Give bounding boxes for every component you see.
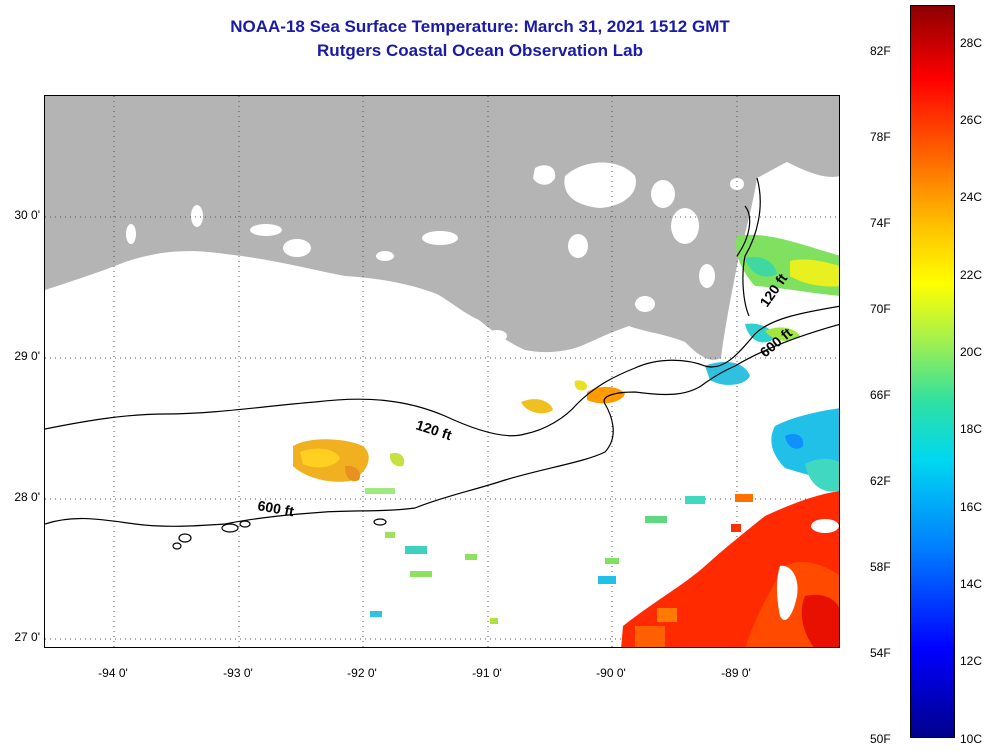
contour-labels: 120 ft 120 ft 600 ft 600 ft (256, 270, 795, 519)
lon-label-93: -93 0' (223, 666, 253, 680)
colorbar-c-label: 28C (960, 36, 983, 50)
colorbar-f-label: 82F (870, 44, 891, 58)
lon-label-94: -94 0' (98, 666, 128, 680)
lon-label-91: -91 0' (472, 666, 502, 680)
colorbar-c-label: 16C (960, 500, 983, 514)
colorbar-c-label: 14C (960, 577, 983, 591)
colorbar-f-label: 74F (870, 216, 891, 230)
lat-label-27: 27 0' (14, 630, 40, 644)
contour-label-600-west: 600 ft (256, 497, 295, 519)
sst-map: 120 ft 120 ft 600 ft 600 ft (44, 95, 840, 648)
colorbar-c-label: 26C (960, 113, 983, 127)
colorbar-f-label: 70F (870, 302, 891, 316)
colorbar-f-label: 78F (870, 130, 891, 144)
lat-label-29: 29 0' (14, 349, 40, 363)
bathymetry-contours (45, 177, 839, 550)
temperature-colorbar (910, 5, 955, 738)
lat-label-30: 30 0' (14, 208, 40, 222)
colorbar-c-label: 22C (960, 268, 983, 282)
inland-water (126, 162, 744, 342)
contour-label-120-west: 120 ft (414, 417, 454, 444)
colorbar-c-label: 18C (960, 422, 983, 436)
chart-subtitle: Rutgers Coastal Ocean Observation Lab (317, 41, 643, 60)
colorbar-c-label: 20C (960, 345, 983, 359)
colorbar-c-label: 24C (960, 190, 983, 204)
colorbar-f-label: 50F (870, 732, 891, 746)
lon-label-90: -90 0' (596, 666, 626, 680)
colorbar-c-label: 12C (960, 654, 983, 668)
colorbar-f-label: 54F (870, 646, 891, 660)
lat-label-28: 28 0' (14, 490, 40, 504)
chart-title: NOAA-18 Sea Surface Temperature: March 3… (230, 17, 730, 36)
lon-label-92: -92 0' (347, 666, 377, 680)
colorbar-f-label: 66F (870, 388, 891, 402)
colorbar-f-label: 62F (870, 474, 891, 488)
colorbar-c-label: 10C (960, 732, 983, 746)
land-mass (45, 96, 839, 360)
map-canvas: 120 ft 120 ft 600 ft 600 ft (45, 96, 839, 647)
colorbar-f-label: 58F (870, 560, 891, 574)
lon-label-89: -89 0' (721, 666, 751, 680)
sst-data (293, 234, 839, 647)
